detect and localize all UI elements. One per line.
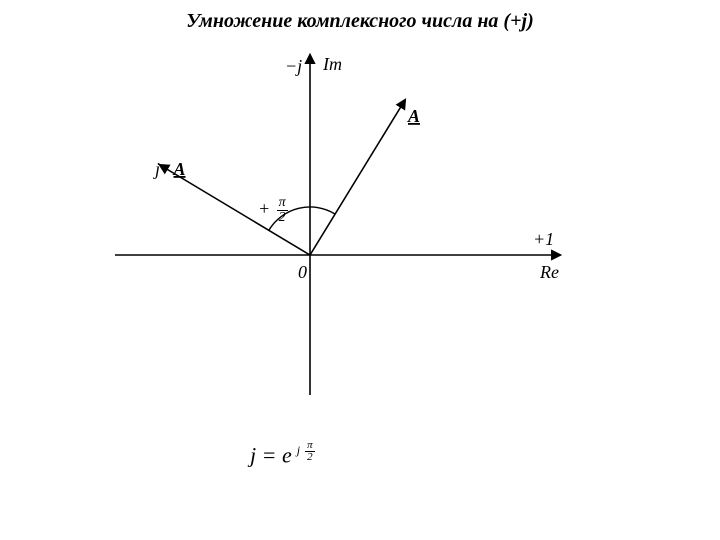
minus-j-label: −j	[285, 56, 302, 76]
angle-pi: π	[277, 196, 288, 211]
vector-ja-label: j · A	[153, 159, 186, 179]
formula-left: j = e	[250, 443, 292, 468]
vector-a	[310, 100, 405, 255]
formula-exponent: j π 2	[294, 443, 317, 457]
origin-label: 0	[298, 262, 307, 282]
angle-2: 2	[277, 211, 288, 225]
formula-exp-j: j	[297, 443, 300, 457]
vector-a-label: A	[407, 106, 420, 126]
plus-one-label: +1	[533, 229, 554, 249]
formula-exp-2: 2	[305, 452, 315, 463]
angle-label: + π 2	[258, 196, 290, 225]
angle-plus: +	[258, 199, 270, 219]
re-axis-label: Re	[539, 262, 559, 282]
im-axis-label: Im	[322, 54, 342, 74]
complex-plane-diagram: Im −j Re +1 0 A j · A	[0, 0, 720, 540]
formula: j = e j π 2	[250, 440, 317, 469]
